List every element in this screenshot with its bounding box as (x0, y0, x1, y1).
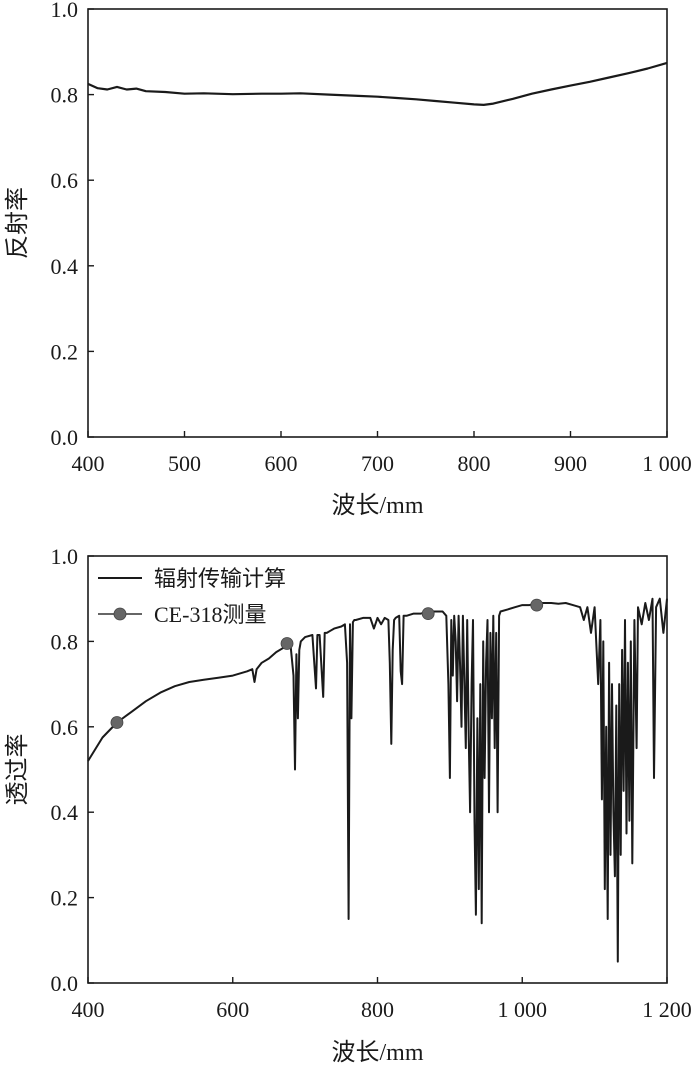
legend-label: 辐射传输计算 (154, 566, 286, 591)
data-point-marker (110, 716, 124, 729)
y-axis-label: 反射率 (4, 187, 31, 259)
series-line (87, 597, 668, 963)
series-0 (87, 61, 668, 107)
series-0 (87, 597, 668, 963)
y-tick-label: 1.0 (51, 0, 79, 22)
y-tick-label: 0.4 (51, 800, 79, 825)
x-tick-label: 1 000 (642, 451, 692, 476)
y-tick-label: 0.2 (51, 339, 79, 364)
y-tick-label: 0.8 (51, 83, 79, 108)
x-tick-label: 600 (216, 997, 249, 1022)
x-axis-label: 波长/mm (331, 1039, 423, 1066)
transmittance-chart: 400 600 800 1 000 1 200 0.0 0.2 0.4 0.6 0.8 1.0 波长/… (4, 544, 692, 1066)
y-tick-label: 0.6 (51, 715, 79, 740)
x-tick-label: 400 (72, 451, 105, 476)
y-tick-label: 0.8 (51, 629, 79, 654)
data-point-marker (421, 607, 435, 621)
x-tick-label: 800 (361, 997, 394, 1022)
x-tick-label: 1 000 (498, 997, 548, 1022)
y-tick-label: 0.2 (51, 886, 79, 911)
x-tick-label: 500 (168, 451, 201, 476)
legend: 辐射传输计算 CE-318测量 (98, 566, 286, 627)
x-tick-label: 900 (554, 451, 587, 476)
x-tick-label: 600 (265, 451, 298, 476)
data-point-marker (530, 598, 544, 612)
y-axis-label: 透过率 (4, 734, 31, 806)
legend-label: CE-318测量 (154, 602, 266, 627)
series-line (87, 61, 668, 107)
data-point-marker (280, 637, 294, 650)
x-axis-label: 波长/mm (331, 492, 423, 519)
series-1 (110, 598, 544, 729)
legend-swatch-marker (113, 607, 127, 621)
x-tick-label: 700 (361, 451, 394, 476)
y-tick-label: 1.0 (51, 544, 79, 569)
x-tick-label: 400 (72, 997, 105, 1022)
x-tick-label: 800 (458, 451, 491, 476)
y-tick-label: 0.6 (51, 168, 79, 193)
reflectance-chart: 400 500 600 700 800 900 1 000 0.0 0.2 0.4 0.6 0.8 1.… (4, 0, 692, 519)
plot-frame (87, 8, 668, 438)
x-tick-label: 1 200 (642, 997, 692, 1022)
y-tick-label: 0.0 (51, 425, 79, 450)
y-tick-label: 0.0 (51, 971, 79, 996)
y-tick-label: 0.4 (51, 254, 79, 279)
